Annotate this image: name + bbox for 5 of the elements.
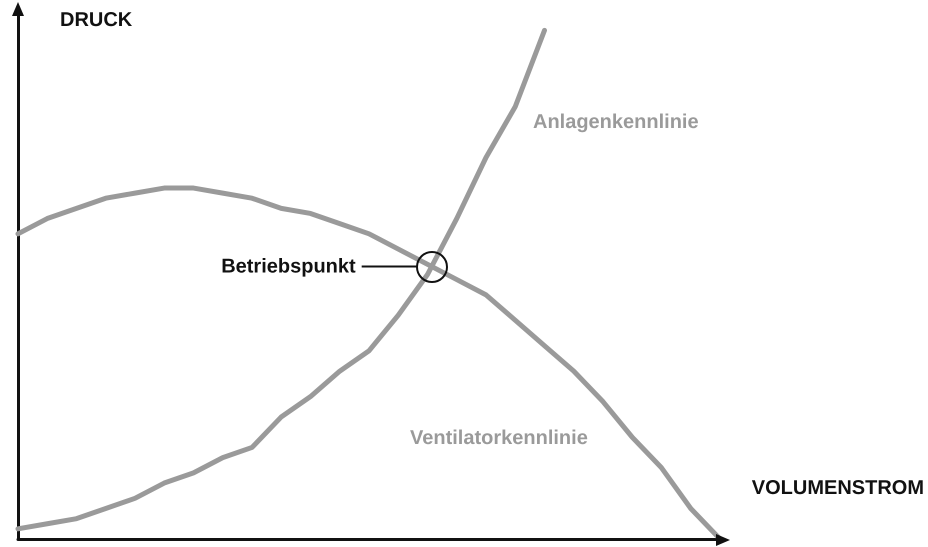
series-label: Ventilatorkennlinie [410,427,588,449]
y-axis-title: DRUCK [60,9,133,31]
x-axis-title: VOLUMENSTROM [752,477,924,499]
series-label: Anlagenkennlinie [533,111,699,133]
annotation: Betriebspunkt [221,256,356,278]
